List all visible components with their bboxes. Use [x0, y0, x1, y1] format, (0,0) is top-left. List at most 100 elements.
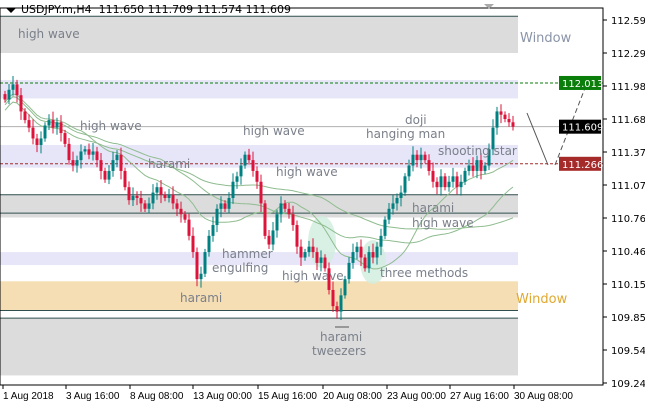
candle: [311, 238, 315, 258]
candle: [275, 209, 279, 238]
pattern-label: shooting star: [438, 144, 517, 158]
candle-body: [375, 246, 379, 258]
candle: [223, 200, 227, 213]
candle: [123, 167, 127, 191]
candle: [315, 247, 319, 271]
pattern-label: doji: [405, 113, 427, 127]
candle-body: [7, 89, 11, 100]
candle-body: [35, 138, 39, 145]
candle: [391, 194, 395, 215]
y-tick-label: 111.680: [611, 115, 645, 126]
y-tick-label: 109.240: [611, 379, 645, 390]
candle-body: [219, 203, 223, 209]
candle: [271, 222, 275, 251]
candle-body: [187, 219, 191, 236]
candle: [343, 275, 347, 299]
candle-body: [23, 111, 27, 121]
candle-body: [11, 84, 15, 90]
pattern-label: harami: [148, 157, 190, 171]
candle: [195, 247, 199, 287]
candle-body: [227, 197, 231, 209]
candle: [495, 106, 499, 135]
candle-body: [439, 176, 443, 188]
candle-body: [475, 160, 479, 171]
candle-body: [107, 170, 111, 180]
candle-body: [183, 214, 187, 220]
candle-body: [115, 154, 119, 161]
candle-body: [119, 154, 123, 171]
chart-title: USDJPY.m,H4 111.650 111.709 111.574 111.…: [6, 3, 291, 16]
candle: [303, 248, 307, 261]
ohlc-readout: 111.650 111.709 111.574 111.609: [98, 3, 292, 16]
candle: [459, 174, 463, 196]
candle: [27, 114, 31, 133]
candle-body: [91, 151, 95, 155]
candle: [363, 254, 367, 272]
pattern-label: harami: [412, 201, 454, 215]
candle-body: [199, 273, 203, 280]
y-tick-label: 109.545: [611, 346, 645, 357]
candle: [91, 143, 95, 161]
candle: [247, 148, 251, 165]
candle: [231, 173, 235, 204]
candle: [291, 205, 295, 231]
candle: [447, 175, 451, 192]
candle-body: [123, 170, 127, 188]
candle: [511, 115, 515, 131]
candle: [199, 266, 203, 288]
y-tick-label: 111.985: [611, 82, 645, 93]
candle-body: [335, 306, 339, 312]
candle: [331, 281, 335, 313]
pattern-label: hammer: [222, 247, 273, 261]
candle: [79, 144, 83, 169]
candle: [159, 180, 163, 204]
dropdown-triangle-icon[interactable]: [6, 7, 16, 13]
candle: [263, 200, 267, 240]
zone-5: [0, 281, 518, 311]
candle-body: [459, 181, 463, 188]
candle: [31, 119, 35, 145]
candle-body: [491, 127, 495, 150]
candle-body: [471, 165, 475, 171]
candle: [43, 122, 47, 142]
x-tick-label: 30 Aug 08:00: [514, 391, 573, 402]
candle: [299, 239, 303, 266]
candle: [103, 167, 107, 183]
candle: [39, 131, 43, 154]
candle: [19, 88, 23, 120]
candle-body: [451, 176, 455, 182]
candle-body: [131, 195, 135, 201]
zone-0: [0, 16, 518, 54]
candle-body: [63, 133, 67, 144]
candle: [327, 262, 331, 295]
moving-average-line: [4, 96, 514, 244]
candle: [207, 230, 211, 257]
candle: [59, 115, 63, 142]
pattern-label: high wave: [282, 269, 344, 283]
candle: [67, 138, 71, 165]
candle-body: [167, 194, 171, 198]
candle-body: [311, 246, 315, 253]
candle: [451, 167, 455, 188]
candle-body: [367, 252, 371, 269]
candle-body: [159, 187, 163, 195]
candle: [107, 165, 111, 185]
candle: [267, 230, 271, 250]
candle: [135, 191, 139, 206]
candle-body: [39, 138, 43, 145]
candle: [435, 177, 439, 195]
candle-body: [511, 122, 515, 127]
candle-body: [95, 151, 99, 161]
candle: [319, 250, 323, 272]
y-tick-label: 111.375: [611, 148, 645, 159]
candle-body: [247, 154, 251, 161]
candle: [427, 154, 431, 176]
candle: [395, 193, 399, 211]
candle: [259, 174, 263, 212]
pattern-label: high wave: [243, 124, 305, 138]
y-tick-label: 109.850: [611, 313, 645, 324]
candle: [179, 201, 183, 223]
candle: [127, 181, 131, 205]
